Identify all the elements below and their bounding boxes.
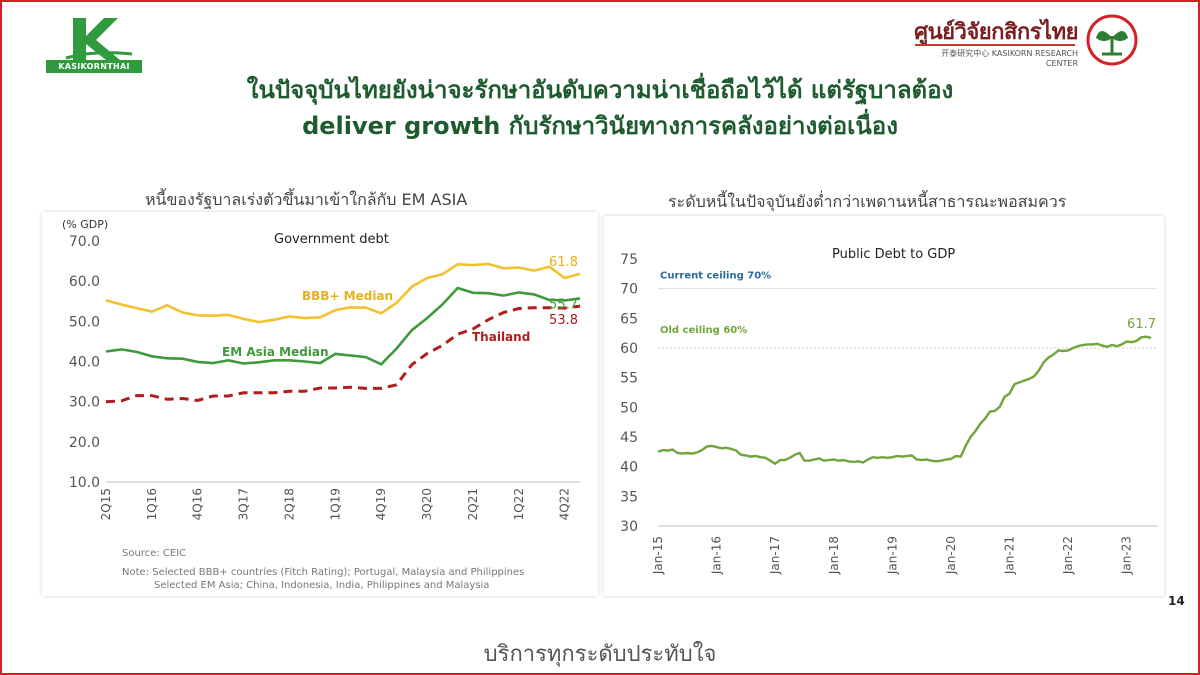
chart1-series-line: [105, 304, 581, 404]
chart1-x-tick: 2Q15: [99, 488, 113, 520]
chart1-y-tick: 20.0: [69, 435, 100, 451]
chart1-end-label: 55.7: [549, 297, 578, 312]
public-debt-chart: Public Debt to GDP 30 35 40 45 50 55 60 65 70 75 J…: [620, 247, 1158, 575]
chart2-y-tick: 70: [620, 282, 638, 298]
chart2-y-tick: 45: [620, 430, 638, 446]
chart1-x-tick: 1Q16: [145, 488, 159, 520]
chart1-y-tick: 10.0: [69, 475, 100, 491]
chart2-y-tick: 55: [620, 371, 638, 387]
chart2-series-line: [657, 335, 1152, 466]
chart1-y-tick: 30.0: [69, 395, 100, 411]
chart2-y-tick: 75: [620, 252, 638, 268]
chart1-x-tick: 1Q19: [328, 488, 342, 520]
chart2-y-tick: 65: [620, 311, 638, 327]
chart2-x-tick: Jan-16: [710, 536, 724, 575]
chart1-y-tick: 60.0: [69, 274, 100, 290]
chart1-ylabel: (% GDP): [62, 218, 108, 231]
chart2-x-tick: Jan-19: [885, 536, 899, 575]
chart2-end-label: 61.7: [1127, 317, 1156, 332]
chart1-series-line: [105, 286, 581, 366]
chart2-current-ceiling-label: Current ceiling 70%: [660, 271, 771, 282]
chart2-x-tick: Jan-20: [944, 536, 958, 575]
chart1-series-name: Thailand: [472, 330, 530, 344]
chart2-x-tick: Jan-17: [768, 536, 782, 575]
chart1-title: Government debt: [274, 232, 389, 247]
chart1-end-label: 53.8: [549, 313, 578, 328]
krc-thai-name: ศูนย์วิจัยกสิกรไทย: [914, 19, 1078, 45]
chart1-y-tick: 40.0: [69, 355, 100, 371]
krc-english-name: 开泰研究中心 KASIKORN RESEARCH CENTER: [941, 49, 1078, 68]
government-debt-chart: Government debt (% GDP) 10.0 20.0 30.0 40.0…: [62, 218, 581, 591]
chart2-x-tick: Jan-22: [1061, 536, 1075, 575]
chart1-x-tick: 1Q22: [512, 488, 526, 520]
chart1-x-tick: 2Q21: [466, 488, 480, 520]
chart2-y-tick: 35: [620, 489, 638, 505]
chart1-x-tick: 4Q16: [191, 488, 205, 520]
kasikornthai-logo-text: KASIKORNTHAI: [46, 60, 142, 73]
chart1-x-tick: 2Q18: [282, 488, 296, 520]
right-panel-title: ระดับหนี้ในปัจจุบันยังต่ำกว่าเพดานหนี้สา…: [668, 192, 1067, 211]
chart1-note-1: Note: Selected BBB+ countries (Fitch Rat…: [122, 567, 524, 578]
left-panel-title: หนี้ของรัฐบาลเร่งตัวขึ้นมาเข้าใกล้กับ EM…: [145, 190, 468, 209]
chart1-x-tick: 4Q19: [374, 488, 388, 520]
chart1-x-tick: 4Q22: [558, 488, 572, 520]
chart2-x-tick: Jan-21: [1003, 536, 1017, 575]
chart1-note-2: Selected EM Asia; China, Indonesia, Indi…: [154, 580, 489, 591]
chart1-series-line: [105, 262, 581, 324]
chart1-y-tick: 50.0: [69, 314, 100, 330]
chart2-x-tick: Jan-15: [651, 536, 665, 575]
chart2-y-tick: 50: [620, 400, 638, 416]
right-chart-panel: Public Debt to GDP 30 35 40 45 50 55 60 65 70 75 J…: [604, 216, 1164, 596]
chart2-y-tick: 40: [620, 460, 638, 476]
chart2-old-ceiling-label: Old ceiling 60%: [660, 325, 747, 336]
krc-underline: [915, 44, 1075, 46]
left-chart-panel: Government debt (% GDP) 10.0 20.0 30.0 40.0…: [42, 212, 598, 596]
chart1-series-name: BBB+ Median: [302, 289, 393, 303]
kasikornthai-logo: [65, 18, 133, 60]
chart1-x-tick: 3Q20: [420, 488, 434, 520]
chart1-end-label: 61.8: [549, 255, 578, 270]
chart1-source: Source: CEIC: [122, 548, 186, 559]
chart2-y-tick: 60: [620, 341, 638, 357]
chart2-x-tick: Jan-18: [827, 536, 841, 575]
headline-line-2: deliver growth กับรักษาวินัยทางการคลังอย…: [302, 112, 898, 140]
chart1-series-name: EM Asia Median: [222, 345, 329, 359]
kbank-leaf-icon: [1086, 14, 1138, 66]
chart2-x-tick: Jan-23: [1120, 536, 1134, 575]
footer-slogan: บริการทุกระดับประทับใจ: [483, 642, 717, 667]
headline-line-1: ในปัจจุบันไทยยังน่าจะรักษาอันดับความน่าเ…: [246, 76, 954, 104]
slide-headline: ในปัจจุบันไทยยังน่าจะรักษาอันดับความน่าเ…: [140, 72, 1060, 144]
chart2-title: Public Debt to GDP: [832, 247, 955, 262]
chart1-y-tick: 70.0: [69, 234, 100, 250]
page-number: 14: [1168, 594, 1185, 608]
chart2-y-tick: 30: [620, 519, 638, 535]
chart1-x-tick: 3Q17: [237, 488, 251, 520]
